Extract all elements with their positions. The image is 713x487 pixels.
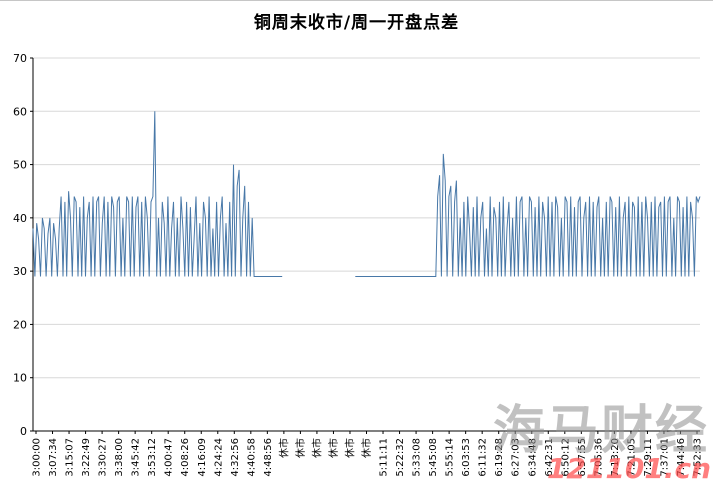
x-tick-label: 休市 [327,438,340,458]
x-tick-label: 6:11:32 [478,438,489,477]
x-tick-label: 休市 [360,438,373,458]
y-tick-label: 10 [13,372,27,385]
x-tick-label: 3:22:49 [81,438,92,477]
x-tick-label: 4:16:09 [197,438,208,477]
x-tick-label: 休市 [343,438,356,458]
x-tick-label: 6:19:28 [494,438,505,477]
x-tick-label: 5:33:08 [412,438,423,477]
x-tick-label: 休市 [310,438,323,458]
x-tick-label: 休市 [277,438,290,458]
x-tick-label: 7:21:05 [626,438,637,477]
x-tick-label: 6:27:03 [511,438,522,477]
x-tick-label: 3:53:12 [147,438,158,477]
x-tick-label: 7:29:11 [643,438,654,477]
x-tick-label: 3:00:00 [32,438,43,477]
x-tick-label: 6:34:48 [527,438,538,477]
x-tick-label: 4:24:24 [213,438,224,477]
y-tick-label: 20 [13,318,27,331]
x-tick-label: 3:38:00 [114,438,125,477]
x-tick-label: 4:48:56 [263,438,274,477]
x-tick-label: 7:05:36 [593,438,604,477]
x-tick-label: 休市 [294,438,307,458]
x-tick-label: 7:13:20 [610,438,621,477]
y-tick-label: 50 [13,159,27,172]
x-tick-label: 5:45:08 [428,438,439,477]
series-line [355,153,701,277]
x-tick-label: 3:07:34 [48,438,59,477]
y-tick-label: 40 [13,212,27,225]
x-tick-label: 6:57:55 [577,438,588,477]
x-tick-label: 5:55:14 [445,438,456,477]
x-tick-label: 3:30:27 [98,438,109,477]
y-tick-label: 0 [20,425,27,438]
x-tick-label: 4:40:58 [246,438,257,477]
x-tick-label: 6:50:12 [560,438,571,477]
series-line [32,111,283,277]
x-tick-label: 4:00:47 [164,438,175,477]
x-tick-label: 6:03:53 [461,438,472,477]
y-tick-label: 70 [13,52,27,65]
y-tick-label: 30 [13,265,27,278]
x-tick-label: 5:11:11 [379,438,390,477]
x-tick-label: 5:22:32 [395,438,406,477]
x-tick-label: 3:45:42 [131,438,142,477]
chart-title: 铜周末收市/周一开盘点差 [253,13,460,33]
x-tick-label: 6:42:31 [544,438,555,477]
y-tick-label: 60 [13,105,27,118]
x-tick-label: 7:44:46 [676,438,687,477]
x-tick-label: 4:08:26 [180,438,191,477]
x-tick-label: 7:52:33 [693,438,704,477]
x-tick-label: 3:15:07 [65,438,76,477]
x-tick-label: 4:32:56 [230,438,241,477]
x-tick-label: 7:37:01 [659,438,670,477]
